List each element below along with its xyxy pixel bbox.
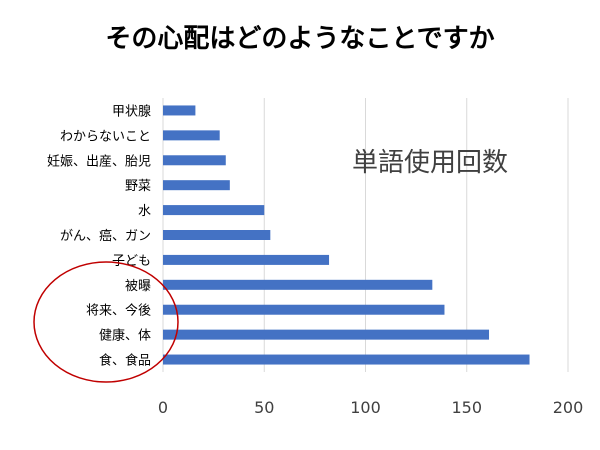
category-label: 将来、今後 [86, 303, 151, 319]
bar [163, 329, 490, 340]
bar [163, 304, 445, 315]
category-label: 野菜 [125, 179, 151, 194]
bar [163, 230, 271, 240]
chart-annotation: 単語使用回数 [352, 148, 509, 178]
bar [163, 130, 220, 141]
x-tick-label: 200 [553, 398, 584, 417]
x-axis-ticks: 0 50 100 150 200 [158, 398, 583, 417]
chart-title: その心配はどのようなことですか [105, 24, 495, 54]
category-label: 子ども [112, 254, 151, 269]
x-tick-label: 0 [158, 398, 168, 417]
x-tick-label: 150 [451, 398, 482, 417]
highlight-ellipse [33, 261, 179, 383]
bar [163, 354, 530, 365]
category-labels: 食、食品 健康、体 将来、今後 被曝 子ども がん、癌、ガン 水 野菜 妊娠、出産、胎児 わからな… [47, 104, 151, 368]
bar [163, 180, 230, 191]
x-tick-label: 50 [254, 398, 274, 417]
category-label: 水 [138, 204, 151, 219]
category-label: がん、癌、ガン [60, 228, 151, 244]
bars [163, 105, 530, 365]
bar [163, 279, 433, 290]
bar [163, 105, 196, 116]
category-label: 妊娠、出産、胎児 [47, 153, 151, 169]
category-label: 健康、体 [99, 328, 151, 344]
bar [163, 254, 330, 265]
category-label: 食、食品 [99, 353, 151, 369]
highlight-circle [33, 261, 179, 383]
bar [163, 155, 226, 166]
category-label: 甲状腺 [112, 104, 151, 119]
bar [163, 205, 265, 216]
category-label: 被曝 [125, 279, 151, 294]
x-tick-label: 100 [350, 398, 381, 417]
category-label: わからないこと [60, 129, 151, 144]
